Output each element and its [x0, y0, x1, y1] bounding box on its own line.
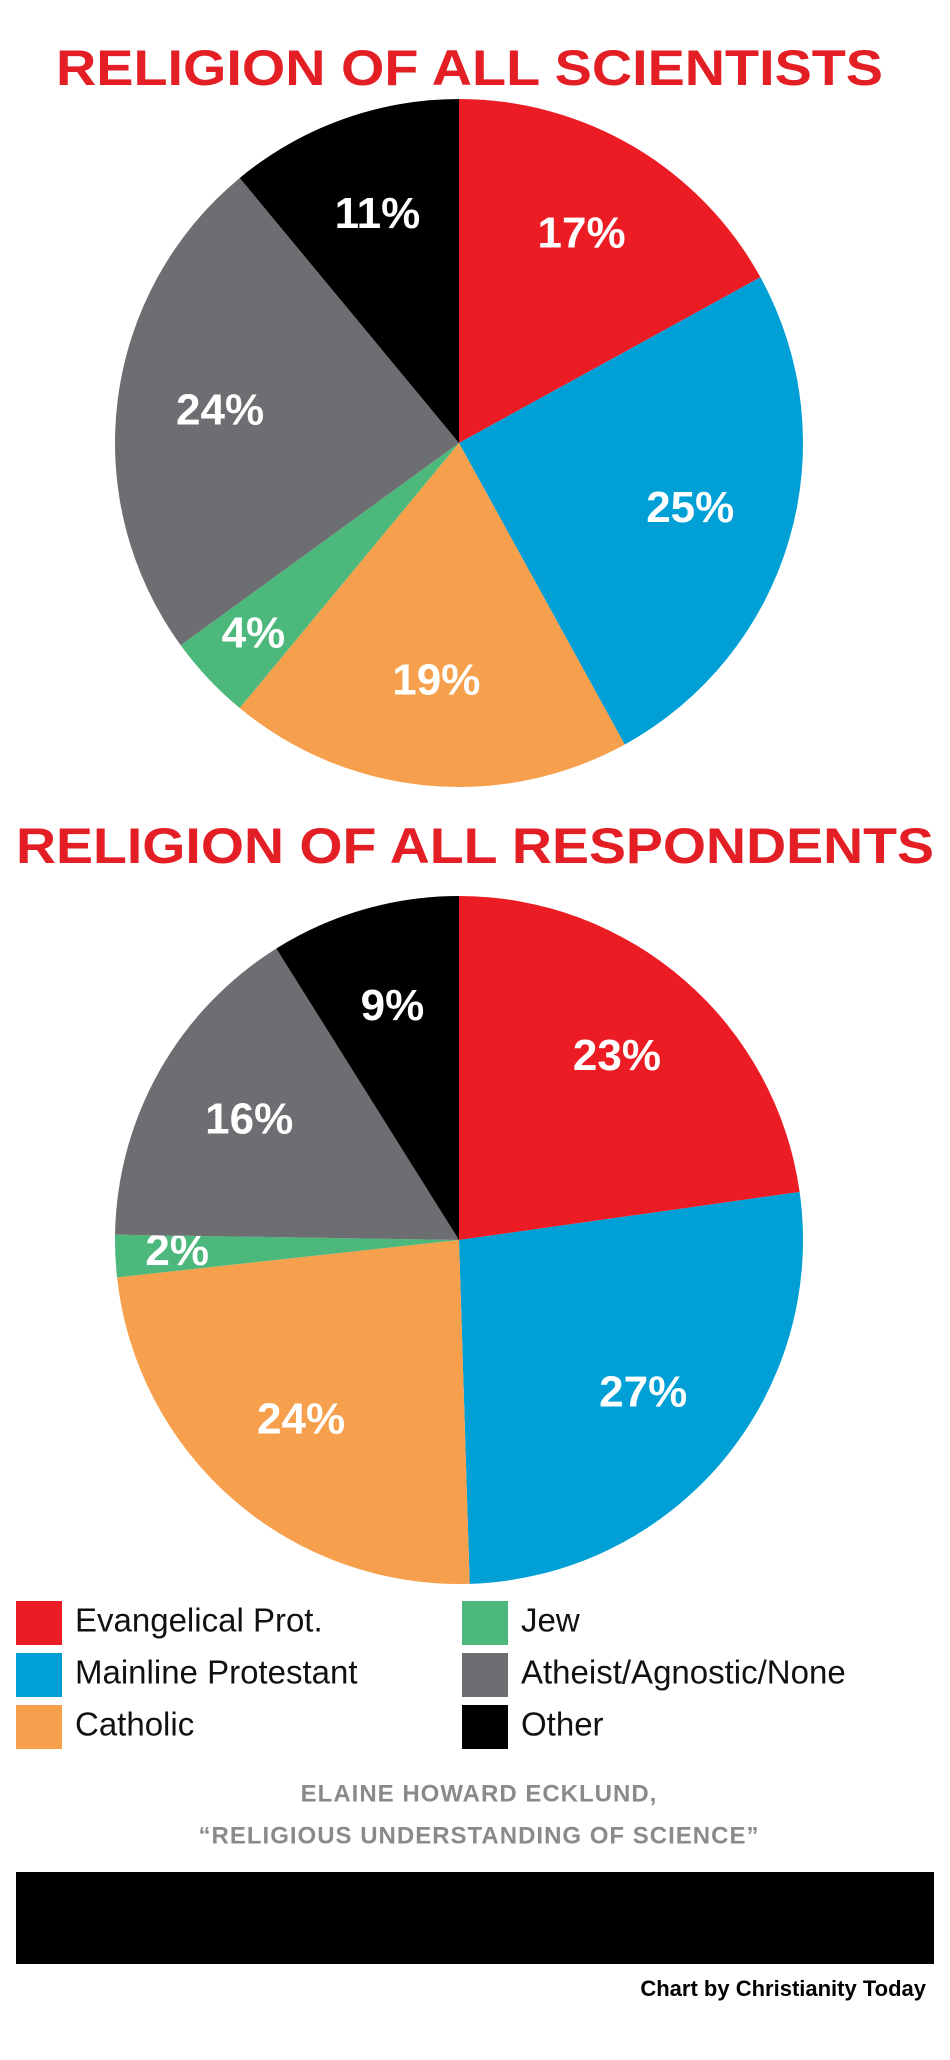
legend-swatch: [462, 1601, 508, 1645]
pie-slice: [115, 177, 459, 646]
pie-slice: [115, 948, 460, 1240]
pie-slice: [239, 99, 459, 443]
pie-slice: [459, 277, 804, 745]
slice-label: 27%: [599, 1368, 687, 1417]
slice-label: 4%: [222, 609, 286, 658]
pie-slice: [459, 1192, 803, 1584]
slice-label: 24%: [257, 1394, 345, 1443]
legend-label: Mainline Protestant: [75, 1654, 357, 1691]
legend-swatch: [16, 1601, 62, 1645]
legend-label: Catholic: [75, 1706, 194, 1743]
pie-slice: [276, 896, 459, 1240]
legend-label: Evangelical Prot.: [75, 1602, 323, 1639]
slice-label: 16%: [205, 1094, 293, 1143]
slice-label: 23%: [573, 1031, 661, 1080]
pie-slice: [459, 896, 800, 1240]
chart-title: RELIGION OF ALL RESPONDENTS: [16, 818, 934, 874]
legend-swatch: [16, 1705, 62, 1749]
legend-label: Jew: [521, 1602, 580, 1639]
credit: Chart by Christianity Today: [640, 1976, 926, 2001]
pie-slice: [180, 443, 459, 709]
black-bar: [16, 1872, 934, 1964]
slice-label: 24%: [176, 385, 264, 434]
legend-swatch: [16, 1653, 62, 1697]
slice-label: 19%: [392, 655, 480, 704]
legend-label: Other: [521, 1706, 604, 1743]
source-line: “RELIGIOUS UNDERSTANDING OF SCIENCE”: [199, 1822, 760, 1849]
legend-swatch: [462, 1705, 508, 1749]
source-line: ELAINE HOWARD ECKLUND,: [301, 1780, 658, 1807]
chart-title: RELIGION OF ALL SCIENTISTS: [56, 40, 883, 96]
slice-label: 11%: [335, 189, 421, 238]
legend-swatch: [462, 1653, 508, 1697]
legend-label: Atheist/Agnostic/None: [521, 1654, 846, 1691]
slice-label: 17%: [538, 208, 626, 257]
pie-slice: [117, 1240, 470, 1584]
pie-slice: [459, 99, 761, 443]
slice-label: 25%: [646, 483, 734, 532]
slice-label: 9%: [361, 981, 425, 1030]
pie-slice: [239, 443, 625, 787]
pie-slice: [114, 1234, 459, 1278]
